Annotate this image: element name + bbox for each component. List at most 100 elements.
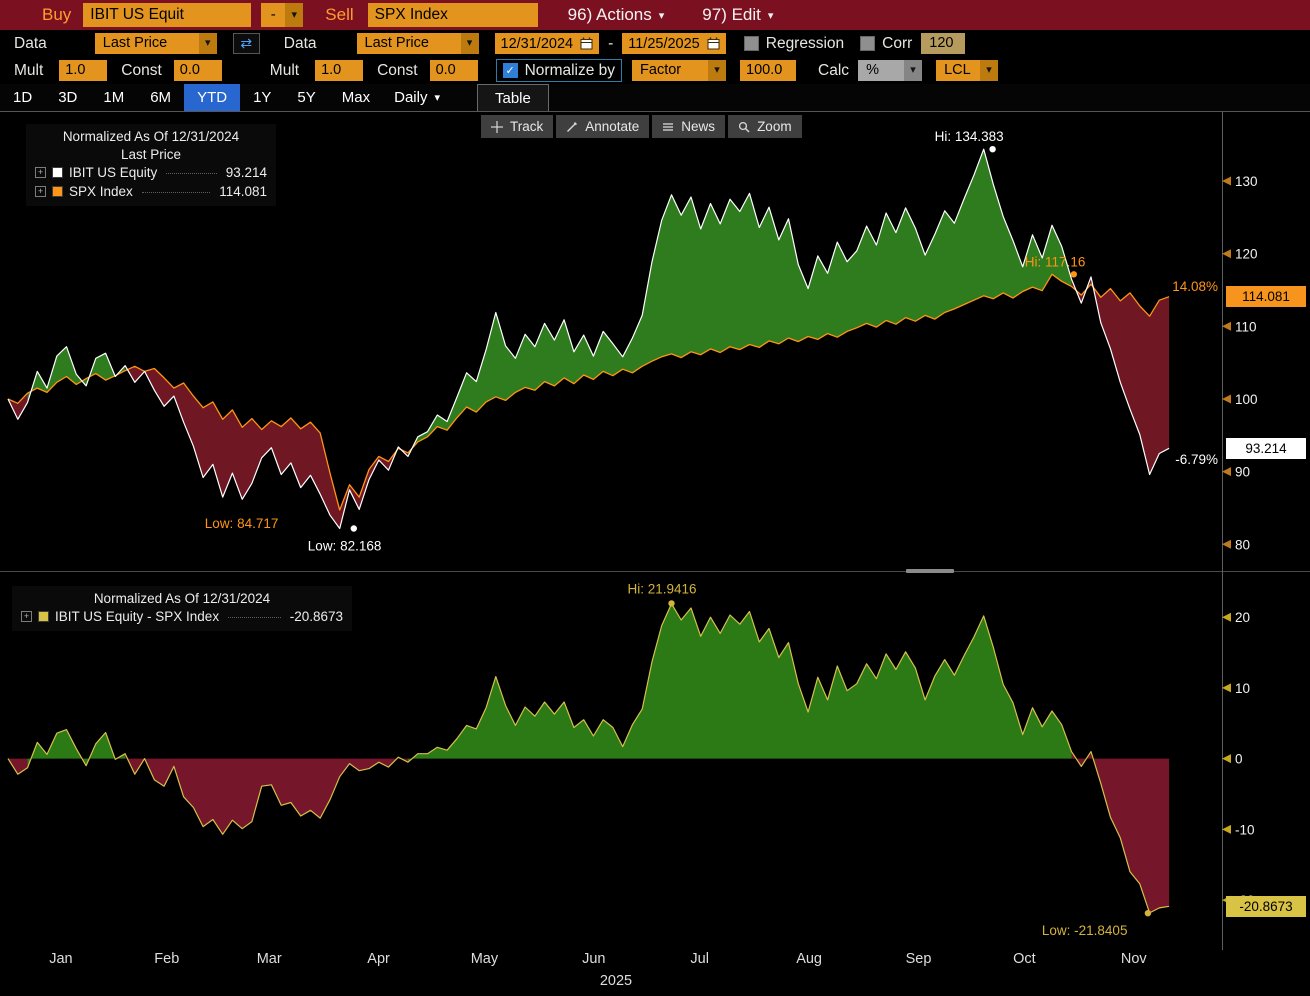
actions-menu-label: 96) Actions [567, 5, 652, 24]
news-icon [663, 122, 674, 131]
y-tick-label: 120 [1235, 247, 1258, 262]
axis-tick-icon [1222, 394, 1231, 404]
x-month-label: Feb [154, 951, 179, 967]
axis-tick-icon [1222, 321, 1231, 331]
main-chart-legend: Normalized As Of 12/31/2024 Last Price +… [26, 124, 276, 206]
frequency-dropdown[interactable]: Daily ▾ [383, 84, 451, 111]
tab-1m[interactable]: 1M [103, 89, 125, 106]
extreme-marker-dot [668, 600, 675, 607]
calc-unit-dropdown[interactable]: % ▾ [858, 60, 923, 81]
tab-3d[interactable]: 3D [58, 89, 78, 106]
news-button[interactable]: News [652, 115, 726, 138]
data1-field-value: Last Price [94, 33, 199, 54]
ibit-line [7, 148, 1170, 530]
ibit-series-value: 93.214 [225, 165, 267, 180]
tab-max[interactable]: Max [341, 89, 371, 106]
tab-ytd[interactable]: YTD [184, 84, 241, 111]
y-tick-label: 10 [1235, 681, 1250, 696]
check-icon: ✓ [505, 65, 515, 77]
x-month-label: Sep [906, 951, 932, 967]
zoom-button[interactable]: Zoom [728, 115, 802, 138]
axis-tick-icon [1222, 249, 1231, 259]
calendar-icon[interactable] [707, 37, 720, 50]
sell-label: Sell [325, 5, 354, 24]
lcl-dropdown[interactable]: LCL ▾ [936, 60, 999, 81]
spx-pct-change-label: 14.08% [1172, 279, 1218, 294]
y-tick-label: 20 [1235, 610, 1250, 625]
chevron-down-icon[interactable]: ▾ [460, 33, 479, 54]
legend-field-subtitle: Last Price [120, 147, 182, 162]
mult1-input[interactable]: 1.0 [59, 60, 108, 81]
start-date-input[interactable]: 12/31/2024 [494, 33, 600, 54]
mult1-label: Mult [14, 61, 44, 79]
start-date-value: 12/31/2024 [500, 35, 574, 52]
expand-icon[interactable]: + [35, 167, 46, 178]
plus-icon: + [37, 186, 44, 196]
data1-field-dropdown[interactable]: Last Price ▾ [94, 33, 217, 54]
track-button[interactable]: Track [481, 115, 554, 138]
chevron-down-icon: ▾ [658, 9, 665, 22]
chevron-down-icon[interactable]: ▾ [904, 60, 923, 81]
comparison-chart[interactable]: 8090100110120130-20-1001020JanFebMarAprM… [0, 112, 1310, 996]
axis-tick-icon [1222, 824, 1231, 834]
edit-menu[interactable]: 97) Edit ▾ [702, 5, 773, 25]
x-month-label: Apr [367, 951, 390, 967]
security-toolbar: Buy IBIT US Equit - ▾ Sell SPX Index 96)… [0, 0, 1310, 30]
x-month-label: Jan [49, 951, 72, 967]
calendar-icon[interactable] [580, 37, 593, 50]
normalize-by-group[interactable]: ✓ Normalize by [495, 59, 623, 82]
chart-annotation: Hi: 117.16 [1025, 254, 1086, 269]
actions-menu[interactable]: 96) Actions ▾ [568, 5, 665, 25]
corr-checkbox[interactable] [860, 36, 876, 51]
legend-row-spx[interactable]: + SPX Index 114.081 [35, 182, 267, 201]
expand-icon[interactable]: + [21, 611, 32, 622]
spread-chart-legend: Normalized As Of 12/31/2024 + IBIT US Eq… [12, 586, 352, 631]
tab-6m[interactable]: 6M [150, 89, 172, 106]
panel-splitter-handle[interactable] [906, 569, 954, 573]
date-range-separator: - [608, 34, 614, 52]
legend-leader [228, 615, 281, 618]
tab-table[interactable]: Table [477, 84, 549, 111]
swap-securities-button[interactable]: ⇄ [232, 33, 260, 54]
normalize-checkbox[interactable]: ✓ [502, 63, 518, 78]
regression-label: Regression [765, 34, 845, 52]
y-tick-label: 130 [1235, 174, 1258, 189]
data1-label: Data [14, 34, 47, 52]
pair-mode-dropdown[interactable]: - ▾ [261, 3, 304, 27]
tab-5y[interactable]: 5Y [297, 89, 316, 106]
tab-1y[interactable]: 1Y [253, 89, 272, 106]
chart-annotation: Low: 82.168 [308, 539, 382, 554]
spx-series-name: SPX Index [69, 184, 133, 199]
annotate-label: Annotate [585, 119, 640, 134]
chevron-down-icon[interactable]: ▾ [980, 60, 999, 81]
spread-line [7, 603, 1170, 914]
chart-annotation: Hi: 21.9416 [628, 581, 697, 596]
const1-input[interactable]: 0.0 [173, 60, 222, 81]
buy-security-input[interactable]: IBIT US Equit [83, 3, 252, 27]
factor-dropdown[interactable]: Factor ▾ [632, 60, 727, 81]
mult2-input[interactable]: 1.0 [315, 60, 364, 81]
track-label: Track [510, 119, 544, 134]
annotate-button[interactable]: Annotate [556, 115, 650, 138]
factor-amount-input[interactable]: 100.0 [740, 60, 797, 81]
legend-row-spread[interactable]: + IBIT US Equity - SPX Index -20.8673 [21, 607, 343, 626]
legend-row-ibit[interactable]: + IBIT US Equity 93.214 [35, 163, 267, 182]
regression-checkbox[interactable] [743, 36, 759, 51]
sell-security-input[interactable]: SPX Index [367, 3, 538, 27]
calc-label: Calc [818, 61, 850, 79]
data2-field-dropdown[interactable]: Last Price ▾ [356, 33, 479, 54]
tab-1d[interactable]: 1D [13, 89, 33, 106]
data2-field-value: Last Price [356, 33, 461, 54]
end-date-input[interactable]: 11/25/2025 [622, 33, 726, 54]
chevron-down-icon[interactable]: ▾ [285, 3, 304, 27]
spread-series-value: -20.8673 [289, 609, 343, 624]
const2-input[interactable]: 0.0 [429, 60, 478, 81]
corr-window-input[interactable]: 120 [921, 33, 966, 54]
chevron-down-icon[interactable]: ▾ [708, 60, 727, 81]
chevron-down-icon[interactable]: ▾ [198, 33, 217, 54]
ibit-above-spx-fill [27, 149, 1072, 457]
x-month-label: May [471, 951, 499, 967]
expand-icon[interactable]: + [35, 186, 46, 197]
axis-tick-icon [1222, 754, 1231, 764]
extreme-marker-dot [989, 146, 996, 153]
